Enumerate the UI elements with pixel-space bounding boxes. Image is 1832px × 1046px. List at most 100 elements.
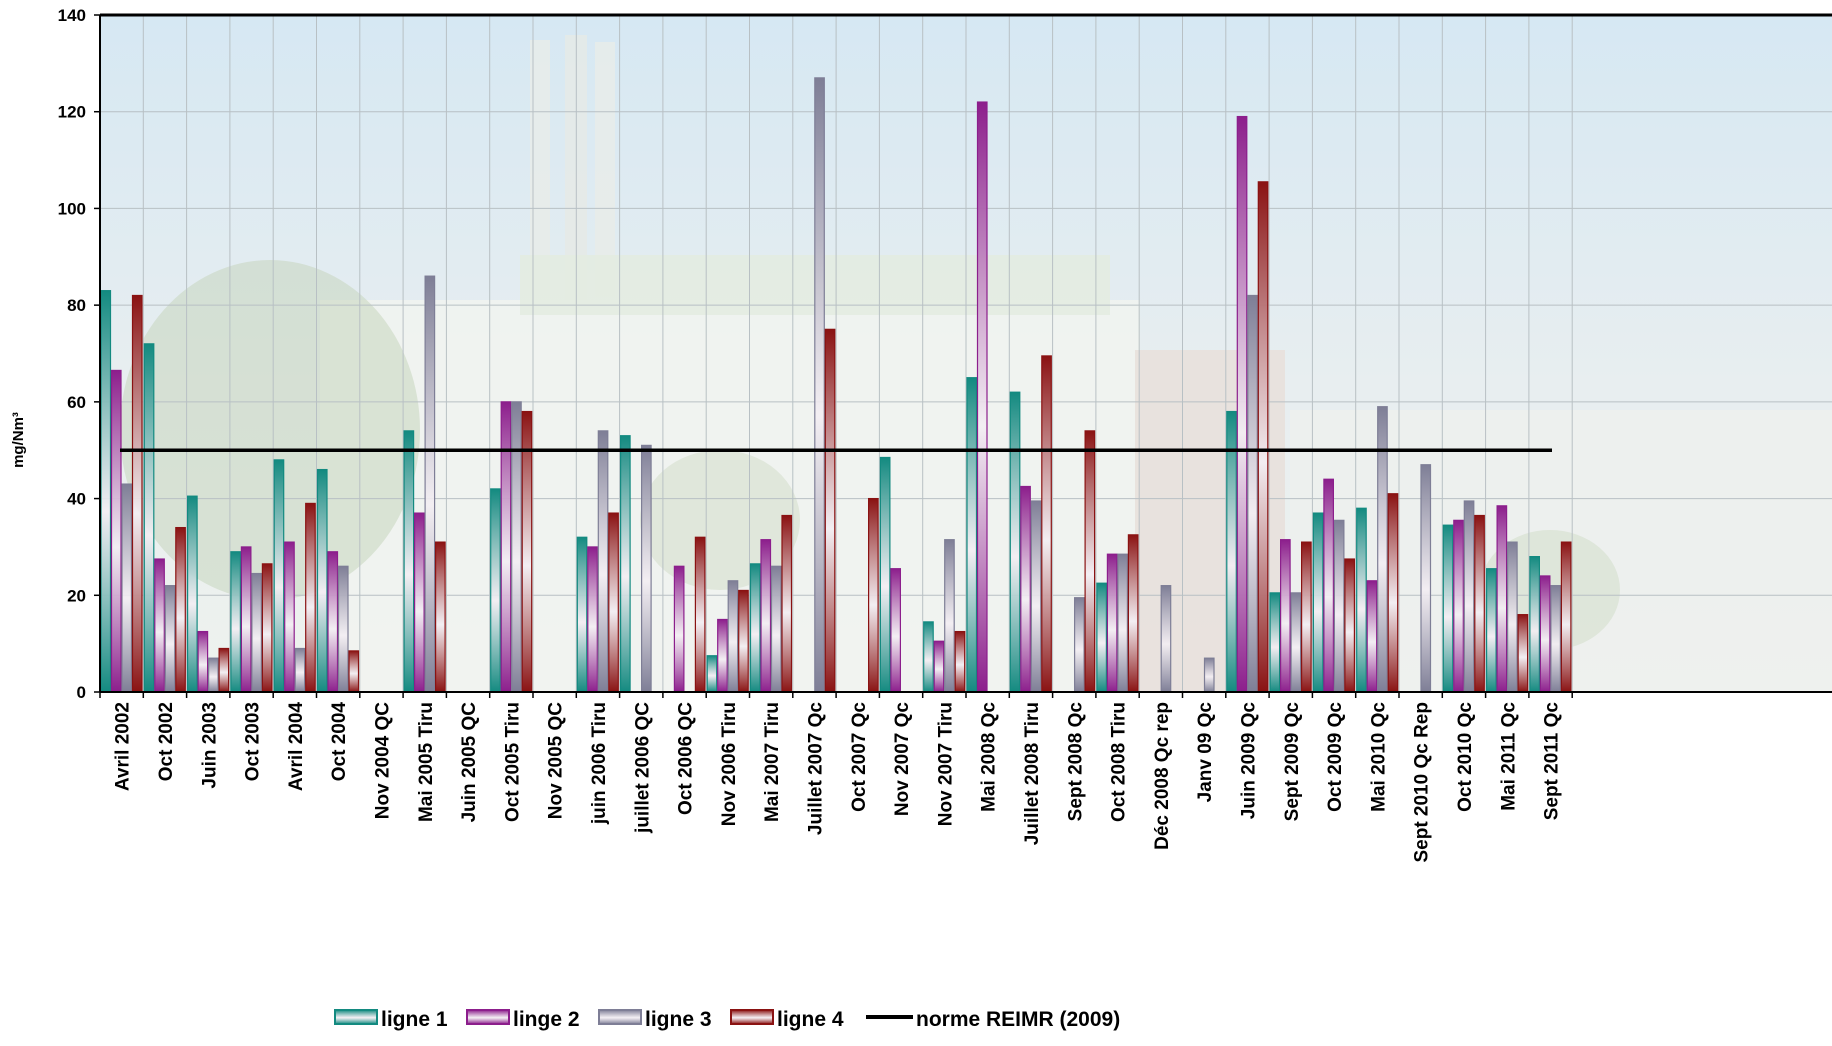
x-tick-label: Nov 2007 Qc — [892, 702, 913, 816]
bar-linge-2-29 — [1366, 580, 1378, 693]
bar-ligne-1-2 — [187, 495, 198, 693]
y-tick-label: 120 — [58, 103, 86, 122]
bar-ligne-1-4 — [273, 459, 285, 693]
bar-ligne-1-7 — [403, 430, 415, 693]
bar-linge-2-33 — [1539, 575, 1551, 693]
y-tick-label: 100 — [58, 199, 86, 218]
x-tick-label: Oct 2009 Qc — [1325, 702, 1346, 812]
bar-ligne-3-24 — [1160, 585, 1172, 693]
y-axis-label: mg/Nm³ — [10, 412, 27, 468]
y-tick-label: 60 — [67, 393, 86, 412]
legend-label-ligne-1: ligne 1 — [381, 1008, 448, 1031]
bar-ligne-4-2 — [218, 647, 230, 693]
bar-ligne-3-16 — [814, 77, 825, 693]
bar-ligne-3-9 — [511, 401, 522, 693]
bar-linge-2-14 — [717, 618, 728, 693]
bar-ligne-3-4 — [294, 647, 306, 693]
x-tick-label: Janv 09 Qc — [1195, 702, 1216, 803]
bar-ligne-3-32 — [1506, 541, 1518, 693]
x-tick-label: Sept 2010 Qc Rep — [1412, 702, 1433, 863]
x-tick-label: Nov 2004 QC — [372, 702, 393, 819]
bar-ligne-4-5 — [348, 650, 360, 693]
x-tick-label: Sept 2011 Qc — [1542, 702, 1563, 821]
bar-ligne-3-1 — [164, 585, 176, 693]
y-tick-label: 0 — [77, 683, 86, 702]
bar-ligne-1-27 — [1269, 592, 1281, 693]
x-tick-label: Oct 2002 — [156, 702, 177, 781]
bar-ligne-4-7 — [435, 541, 446, 693]
legend-label-ligne-3: ligne 3 — [645, 1008, 712, 1031]
bar-ligne-3-19 — [944, 539, 955, 693]
legend: ligne 1 linge 2 ligne 3 ligne 4 norme REIMR … — [334, 1008, 1120, 1031]
bar-ligne-3-27 — [1290, 592, 1302, 693]
x-tick-label: Oct 2004 — [329, 702, 350, 782]
y-tick-label: 40 — [67, 490, 86, 509]
bar-ligne-1-14 — [706, 655, 718, 693]
bar-ligne-1-33 — [1529, 555, 1541, 693]
bar-ligne-4-26 — [1257, 181, 1269, 693]
x-tick-label: Mai 2008 Qc — [979, 702, 1000, 812]
bar-ligne-1-9 — [490, 488, 501, 693]
bar-linge-2-15 — [760, 539, 772, 693]
bar-linge-2-18 — [890, 568, 902, 693]
x-tick-label: Nov 2006 Tiru — [719, 702, 740, 826]
bar-ligne-3-5 — [337, 565, 349, 693]
x-tick-label: Juin 2009 Qc — [1238, 702, 1259, 820]
y-tick-label: 20 — [67, 586, 86, 605]
legend-swatch-linge-2 — [466, 1009, 510, 1025]
bar-linge-2-11 — [587, 546, 598, 693]
x-tick-label: Nov 2005 QC — [546, 702, 567, 819]
x-tick-label: juin 2006 Tiru — [589, 702, 610, 825]
bar-ligne-4-9 — [521, 410, 533, 693]
x-tick-label: Sept 2009 Qc — [1282, 702, 1303, 822]
bar-ligne-1-5 — [316, 468, 328, 693]
bar-ligne-3-11 — [597, 430, 609, 693]
bar-ligne-1-0 — [100, 290, 112, 693]
x-tick-label: Mai 2011 Qc — [1498, 702, 1519, 811]
x-tick-label: Oct 2006 QC — [676, 702, 697, 815]
bar-ligne-4-19 — [954, 630, 966, 693]
bar-ligne-1-19 — [923, 621, 934, 693]
x-tick-label: Oct 2003 — [243, 702, 264, 781]
bar-ligne-3-14 — [727, 580, 739, 693]
x-tick-label: Mai 2005 Tiru — [416, 702, 437, 822]
bar-ligne-1-28 — [1312, 512, 1324, 693]
bar-ligne-1-3 — [230, 551, 241, 693]
legend-swatch-ligne-4 — [730, 1009, 774, 1025]
bar-ligne-4-14 — [738, 589, 749, 693]
x-tick-label: Juin 2003 — [199, 702, 220, 789]
bar-ligne-3-0 — [121, 483, 133, 693]
bar-ligne-3-22 — [1073, 597, 1085, 693]
y-tick-label: 80 — [67, 296, 86, 315]
x-tick-label: juillet 2006 QC — [632, 702, 653, 834]
bar-ligne-4-32 — [1517, 614, 1529, 693]
bar-linge-2-3 — [240, 546, 252, 693]
legend-label-linge-2: linge 2 — [513, 1008, 580, 1031]
legend-label-norme: norme REIMR (2009) — [916, 1008, 1120, 1031]
bar-linge-2-23 — [1106, 553, 1118, 693]
bar-linge-2-13 — [673, 565, 685, 693]
bar-ligne-4-21 — [1041, 355, 1052, 693]
bar-ligne-3-15 — [770, 565, 782, 693]
x-tick-label: Mai 2010 Qc — [1368, 702, 1389, 812]
bar-ligne-4-22 — [1084, 430, 1096, 693]
bar-linge-2-9 — [500, 401, 512, 693]
bar-ligne-4-28 — [1344, 558, 1356, 693]
bar-ligne-3-21 — [1030, 500, 1042, 693]
bar-linge-2-5 — [327, 551, 339, 693]
bar-linge-2-21 — [1020, 485, 1031, 693]
bar-ligne-1-20 — [966, 377, 978, 693]
bar-ligne-1-18 — [879, 456, 891, 693]
bar-linge-2-26 — [1236, 115, 1248, 693]
legend-swatch-ligne-1 — [334, 1009, 378, 1025]
bar-ligne-4-23 — [1127, 534, 1139, 693]
bar-ligne-3-2 — [208, 657, 219, 693]
x-tick-label: Juillet 2007 Qc — [805, 702, 826, 836]
bar-ligne-4-11 — [608, 512, 619, 693]
bar-ligne-3-28 — [1333, 519, 1345, 693]
x-tick-label: Nov 2007 Tiru — [935, 702, 956, 826]
bar-linge-2-2 — [197, 630, 209, 693]
bar-ligne-1-21 — [1009, 391, 1021, 693]
x-tick-label: Avril 2004 — [286, 702, 307, 792]
